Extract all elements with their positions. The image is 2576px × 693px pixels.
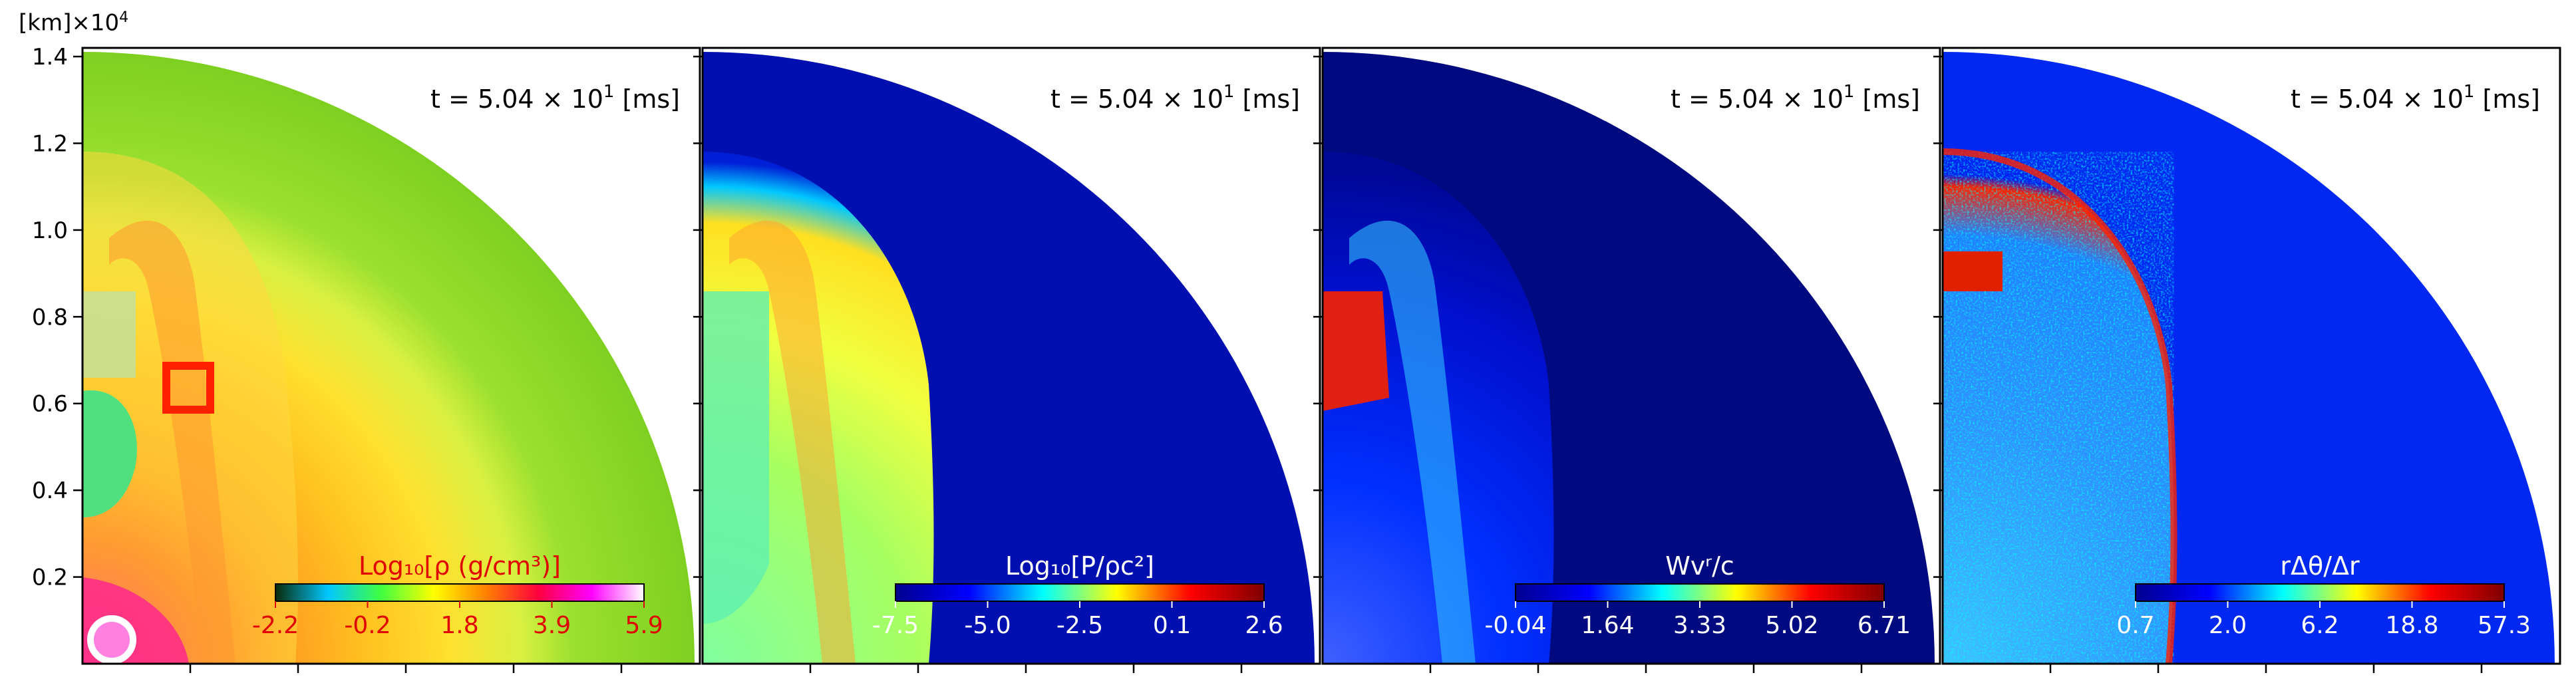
- panel-1-frame: [81, 47, 701, 665]
- y-tick-label: 0.6: [32, 391, 68, 418]
- panel-2-colorbar: [895, 583, 1265, 602]
- panel-3-colorbar-tick-label: 5.02: [1765, 612, 1818, 639]
- unit-exponent: 4: [119, 9, 129, 26]
- y-tick-label: 0.4: [32, 478, 68, 504]
- y-tick-label: 1.4: [32, 44, 68, 70]
- panel-2-colorbar-label: Log₁₀[P/ρc²]: [1005, 551, 1154, 581]
- y-tick-label: 1.2: [32, 130, 68, 157]
- panel-4-red-block: [1943, 251, 2003, 291]
- panel-1-colorbar-tick-label: -0.2: [344, 612, 391, 639]
- panel-1-jet-structure: [109, 220, 236, 664]
- panel-1-origin-marker: [87, 615, 136, 664]
- panel-3-frame: [1321, 47, 1941, 665]
- panel-4-colorbar-tick-label: 2.0: [2209, 612, 2247, 639]
- panel-3-velocity: [1323, 48, 1940, 664]
- panel-4-time-label: t = 5.04 × 101 [ms]: [2291, 82, 2540, 114]
- y-tick-label: 1.0: [32, 217, 68, 244]
- y-tick-label: 0.2: [32, 565, 68, 591]
- panel-1-colorbar-label: Log₁₀[ρ (g/cm³)]: [359, 551, 561, 581]
- panel-1-colorbar-tick-label: -2.2: [252, 612, 299, 639]
- panel-1-colorbar: [275, 583, 645, 602]
- panel-2-frame: [701, 47, 1321, 665]
- panel-3-colorbar-tick-label: 1.64: [1581, 612, 1634, 639]
- panel-3-fast-jet-head: [1323, 291, 1389, 411]
- panel-4-colorbar-tick-label: 6.2: [2301, 612, 2338, 639]
- panel-2-colorbar-tick-label: -5.0: [964, 612, 1011, 639]
- panel-1-colorbar-tick-label: 3.9: [533, 612, 571, 639]
- panel-2-colorbar-tick-label: 2.6: [1245, 612, 1283, 639]
- panel-3-colorbar-tick-label: -0.04: [1484, 612, 1546, 639]
- panel-3-colorbar: [1515, 583, 1885, 602]
- panel-1-colorbar-tick-label: 5.9: [625, 612, 663, 639]
- panel-3-time-label: t = 5.04 × 101 [ms]: [1671, 82, 1920, 114]
- panel-2-low-pressure-cocoon: [703, 291, 769, 624]
- y-tick-label: 0.8: [32, 304, 68, 331]
- panel-4-frame: [1941, 47, 2561, 665]
- panel-3-colorbar-tick-label: 6.71: [1857, 612, 1911, 639]
- panel-4-colorbar: [2135, 583, 2505, 602]
- panel-2-colorbar-tick-label: 0.1: [1153, 612, 1191, 639]
- panel-1-colorbar-tick-label: 1.8: [440, 612, 478, 639]
- panel-4-red-shell-edge: [1942, 148, 2177, 664]
- axes-layer: 0.2 0.4 0.6 0.8 1.0 1.2 1.4 t = 5.04 × 101 [ms]…: [32, 44, 2561, 673]
- panel-2-pressure: [703, 48, 1320, 664]
- panel-2-time-label: t = 5.04 × 101 [ms]: [1050, 82, 1300, 114]
- panel-1-time-label: t = 5.04 × 101 [ms]: [430, 82, 680, 114]
- panel-3-colorbar-tick-label: 3.33: [1673, 612, 1726, 639]
- panel-4-resolution: [1942, 48, 2560, 664]
- panel-4-colorbar-label: rΔθ/Δr: [2280, 551, 2360, 581]
- panel-2-colorbar-tick-label: -7.5: [872, 612, 919, 639]
- panel-4-colorbar-tick-label: 18.8: [2385, 612, 2438, 639]
- panel-1-density: [82, 48, 700, 664]
- y-axis-unit-label: [km]×104: [19, 9, 128, 36]
- panel-1-zoom-marker: [162, 362, 214, 414]
- panel-1-cocoon-green: [82, 390, 137, 517]
- panel-4-colorbar-tick-label: 57.3: [2478, 612, 2531, 639]
- unit-text: [km]×10: [19, 9, 120, 37]
- panel-3-jet-structure: [1349, 220, 1476, 664]
- panel-4-colorbar-tick-label: 0.7: [2116, 612, 2154, 639]
- panel-2-colorbar-tick-label: -2.5: [1056, 612, 1103, 639]
- panel-3-colorbar-label: Wvʳ/c: [1665, 551, 1734, 581]
- panel-1-cocoon-lightgreen: [82, 291, 136, 378]
- panel-2-jet-structure: [729, 220, 856, 664]
